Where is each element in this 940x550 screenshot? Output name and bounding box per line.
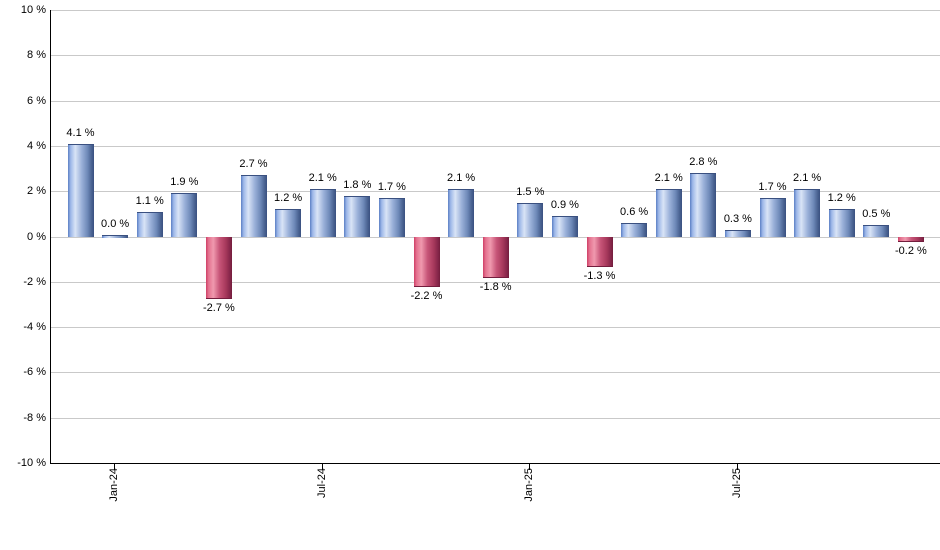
bar	[586, 236, 613, 267]
bar	[828, 209, 855, 238]
bar	[863, 225, 890, 238]
x-axis-tick-label: Jan-25	[523, 468, 536, 502]
bar-value-label: 1.5 %	[516, 185, 545, 198]
bar-value-label: 1.9 %	[170, 176, 199, 189]
bar-value-label: 1.7 %	[377, 180, 406, 193]
bar-value-label: 1.2 %	[827, 192, 856, 205]
bar-value-label: 2.1 %	[447, 171, 476, 184]
bar-value-label: 0.0 %	[101, 217, 130, 230]
gridline	[51, 55, 940, 57]
gridline	[51, 100, 940, 102]
bar-value-label: -1.3 %	[583, 269, 616, 282]
x-axis-tick-mark	[114, 464, 116, 470]
bar	[136, 211, 163, 238]
gridline	[51, 372, 940, 374]
bar	[621, 222, 648, 238]
bar-value-label: -2.2 %	[410, 290, 443, 303]
bar-value-label: 1.1 %	[135, 194, 164, 207]
bar-value-label: 0.6 %	[620, 205, 649, 218]
bar-value-label: -1.8 %	[479, 281, 512, 294]
bar	[309, 188, 336, 238]
y-axis-tick-label: 2 %	[27, 185, 46, 198]
bar-value-label: 0.3 %	[723, 212, 752, 225]
gridline	[51, 10, 940, 11]
gridline	[51, 191, 940, 193]
gridline	[51, 281, 940, 283]
bar	[344, 195, 371, 238]
bar-value-label: 1.2 %	[274, 192, 303, 205]
bar	[205, 236, 232, 299]
x-axis-tick-mark	[736, 464, 738, 470]
y-axis-tick-label: 8 %	[27, 49, 46, 62]
bar	[482, 236, 509, 279]
bar	[794, 188, 821, 238]
gridline	[51, 327, 940, 329]
plot-area: 4.1 % 0.0 % 1.1 % 1.9 % -2.7 % 2.7 % 1.2 % 2.1 …	[50, 10, 940, 464]
bar-value-label: -2.7 %	[202, 301, 235, 314]
bar-value-label: 2.1 %	[793, 171, 822, 184]
x-axis-tick-mark	[321, 464, 323, 470]
gridline	[51, 417, 940, 419]
bar	[655, 188, 682, 238]
bar-value-label: 2.1 %	[308, 171, 337, 184]
y-axis-tick-label: -8 %	[23, 411, 46, 424]
x-axis-tick-label: Jul-25	[730, 468, 743, 498]
bar	[171, 193, 198, 238]
bar	[67, 143, 94, 238]
y-axis-tick-label: -6 %	[23, 366, 46, 379]
bar	[102, 234, 129, 238]
y-axis-tick-label: 10 %	[20, 4, 46, 16]
y-axis-tick-label: -4 %	[23, 321, 46, 334]
bar	[551, 216, 578, 238]
bar	[724, 229, 751, 238]
bar	[378, 197, 405, 238]
bar-value-label: 0.9 %	[550, 199, 579, 212]
y-axis-tick-label: 4 %	[27, 139, 46, 152]
bar	[690, 173, 717, 238]
bar	[759, 197, 786, 238]
bar-value-label: 0.5 %	[862, 208, 891, 221]
bar	[275, 209, 302, 238]
x-axis-tick-label: Jul-24	[315, 468, 328, 498]
y-axis-tick-label: 6 %	[27, 94, 46, 107]
bar-value-label: 1.7 %	[758, 180, 787, 193]
bar	[413, 236, 440, 288]
bar	[240, 175, 267, 238]
gridline	[51, 145, 940, 147]
y-axis-tick-label: 0 %	[27, 230, 46, 243]
bar	[448, 188, 475, 238]
bar	[517, 202, 544, 238]
bar-value-label: 2.8 %	[689, 156, 718, 169]
y-axis-tick-label: -10 %	[17, 457, 46, 469]
bar-value-label: 1.8 %	[343, 178, 372, 191]
bar-value-label: 2.7 %	[239, 158, 268, 171]
bar-value-label: 4.1 %	[66, 126, 95, 139]
x-axis-tick-label: Jan-24	[108, 468, 121, 502]
x-axis-tick-mark	[529, 464, 531, 470]
bar-value-label: 2.1 %	[654, 171, 683, 184]
y-axis-tick-label: -2 %	[23, 275, 46, 288]
bar	[897, 236, 924, 243]
bar-value-label: -0.2 %	[894, 245, 927, 258]
